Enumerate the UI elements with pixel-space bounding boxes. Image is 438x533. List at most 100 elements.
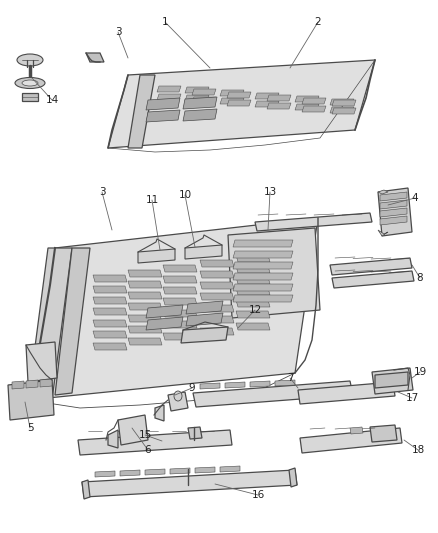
Polygon shape [188,427,202,439]
Polygon shape [128,338,162,345]
Polygon shape [378,188,412,236]
Polygon shape [298,382,395,404]
Polygon shape [138,249,175,263]
Polygon shape [28,248,72,400]
Text: 12: 12 [248,305,261,315]
Polygon shape [380,216,407,225]
Polygon shape [163,298,197,305]
Ellipse shape [17,54,43,66]
Polygon shape [163,333,197,340]
Polygon shape [302,106,326,112]
Polygon shape [163,276,197,283]
Polygon shape [380,200,407,209]
Polygon shape [108,430,118,448]
Polygon shape [183,97,217,109]
Polygon shape [332,108,356,114]
Polygon shape [225,382,245,388]
Polygon shape [330,99,354,105]
Polygon shape [185,95,209,101]
Polygon shape [93,320,127,327]
Polygon shape [8,380,54,420]
Polygon shape [12,381,24,389]
Polygon shape [380,192,407,201]
Polygon shape [168,392,188,411]
Polygon shape [267,95,291,101]
Polygon shape [236,311,270,318]
Polygon shape [93,331,127,338]
Polygon shape [380,208,407,217]
Polygon shape [370,425,397,442]
Polygon shape [233,284,293,291]
Polygon shape [145,469,165,475]
Polygon shape [55,248,90,395]
Polygon shape [93,275,127,282]
Polygon shape [93,297,127,304]
Polygon shape [28,218,318,400]
Polygon shape [220,90,244,96]
Polygon shape [372,368,413,394]
Polygon shape [95,471,115,477]
Polygon shape [332,100,356,106]
Polygon shape [157,94,181,100]
Text: 13: 13 [263,187,277,197]
Polygon shape [233,273,293,280]
Polygon shape [185,87,209,93]
Polygon shape [26,380,38,388]
Ellipse shape [174,391,182,401]
Text: 2: 2 [314,17,321,27]
Polygon shape [120,470,140,476]
Polygon shape [350,427,363,434]
Polygon shape [22,93,38,101]
Polygon shape [86,53,104,62]
Polygon shape [220,98,244,104]
Polygon shape [78,430,232,455]
Polygon shape [300,428,402,453]
Polygon shape [378,230,388,236]
Polygon shape [193,381,353,407]
Text: 8: 8 [417,273,423,283]
Polygon shape [200,328,234,335]
Polygon shape [200,293,234,300]
Polygon shape [255,93,279,99]
Text: 15: 15 [138,430,152,440]
Text: 7: 7 [287,373,293,383]
Polygon shape [93,286,127,293]
Text: 9: 9 [189,383,195,393]
Text: 10: 10 [178,190,191,200]
Polygon shape [108,60,375,148]
Text: 17: 17 [406,393,419,403]
Polygon shape [128,303,162,310]
Polygon shape [128,292,162,299]
Ellipse shape [15,77,45,88]
Polygon shape [128,281,162,288]
Polygon shape [128,326,162,333]
Polygon shape [233,295,293,302]
Polygon shape [186,301,223,314]
Polygon shape [302,98,326,104]
Text: 16: 16 [251,490,265,500]
Text: 11: 11 [145,195,159,205]
Text: 1: 1 [162,17,168,27]
Polygon shape [200,260,234,267]
Polygon shape [375,372,408,388]
Polygon shape [227,100,251,106]
Polygon shape [200,383,220,389]
Polygon shape [295,96,319,102]
Polygon shape [146,305,183,318]
Polygon shape [289,468,297,487]
Polygon shape [255,213,372,231]
Polygon shape [233,262,293,269]
Polygon shape [186,313,223,326]
Polygon shape [200,305,234,312]
Polygon shape [236,288,270,295]
Polygon shape [195,467,215,473]
Polygon shape [200,271,234,278]
Ellipse shape [22,80,38,86]
Polygon shape [163,265,197,272]
Polygon shape [163,287,197,294]
Polygon shape [250,381,270,387]
Polygon shape [236,323,270,330]
Polygon shape [157,86,181,92]
Text: 19: 19 [413,367,427,377]
Text: 18: 18 [411,445,424,455]
